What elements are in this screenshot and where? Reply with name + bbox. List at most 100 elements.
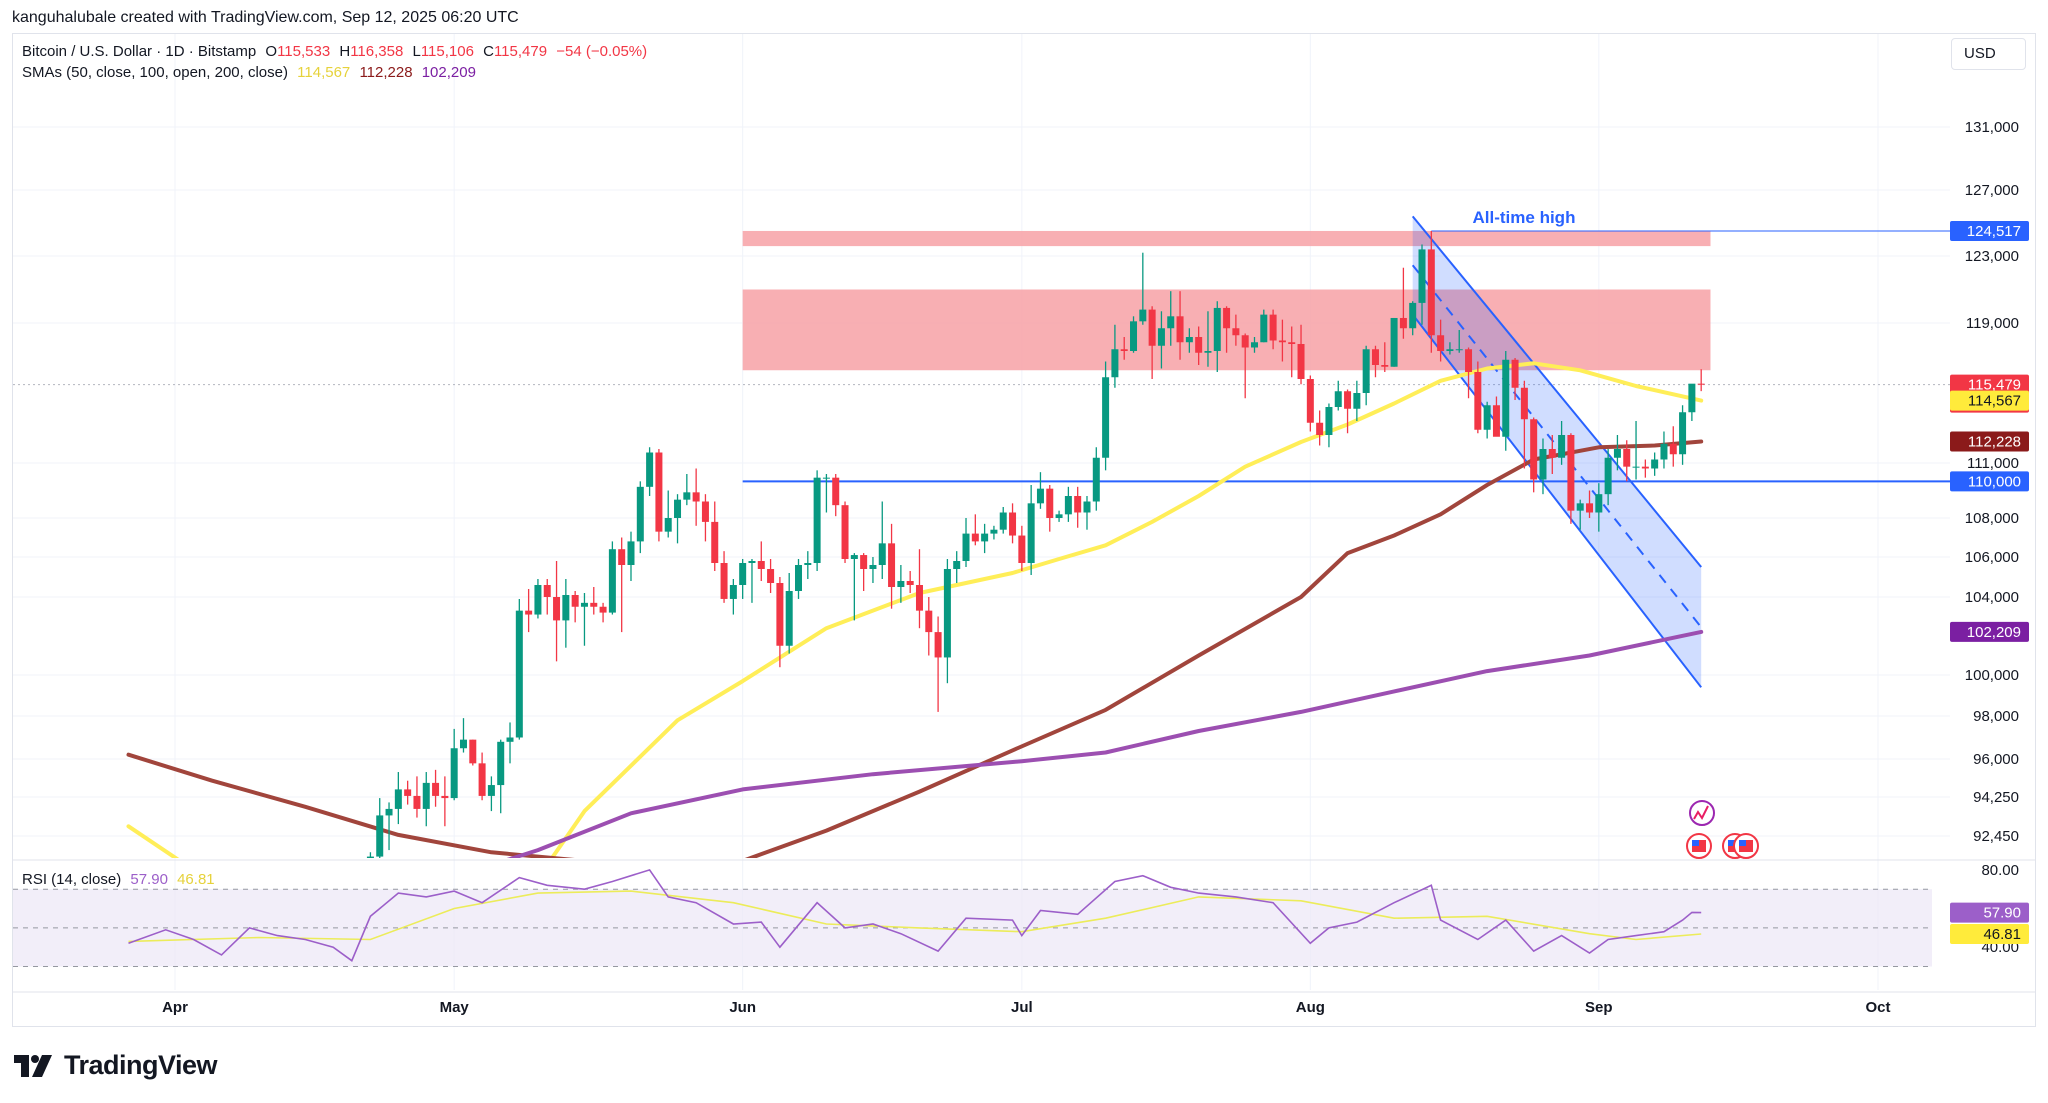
candle [525,589,533,633]
candle-body [962,533,970,561]
resistance-zone [742,230,1711,247]
candle [1548,435,1556,474]
price-label-text: 102,209 [1967,624,2021,641]
candle-body [795,565,803,591]
candle-body [1576,503,1584,511]
candle-body [1316,422,1324,435]
candle-body [478,763,486,796]
candle [1213,301,1221,372]
candle [1446,342,1454,355]
symbol-legend: Bitcoin / U.S. Dollar · 1D · Bitstamp O1… [22,43,652,60]
candle [785,573,793,654]
candle-body [850,555,858,559]
price-label: 124,517 [1950,220,2029,241]
candle [1130,316,1138,353]
candle [385,802,393,851]
candle-body [943,569,951,658]
chart-credit: kanguhalubale created with TradingView.c… [12,9,519,26]
candle-body [1520,387,1528,420]
candle [1651,452,1659,476]
candle-body [469,739,477,764]
candle-body [1046,488,1054,518]
candle [878,501,886,579]
candle-body [897,581,905,587]
sma50-line [126,361,1704,858]
candle [1641,459,1649,478]
candle-body [1111,349,1119,378]
currency-button[interactable]: USD [1951,38,2026,70]
candle-body [664,518,672,532]
sparkle-event-icon [1689,800,1715,826]
candle [1083,496,1091,530]
candle-body [1018,535,1026,563]
candle [1167,291,1175,346]
candle [608,541,616,615]
candle [1250,337,1258,353]
candle-body [1613,449,1621,458]
candle [422,772,430,827]
sma200-value: 102,209 [421,64,476,81]
candle [1278,319,1286,362]
rsi-tick-label: 80.00 [1981,862,2019,879]
candle [413,776,421,818]
candle-body [767,569,775,583]
candle [1437,319,1445,362]
rsi-value-label-text: 57.90 [1983,905,2021,922]
price-label-bg [1950,390,2029,411]
candle-body [385,808,393,816]
candle [441,776,449,827]
candle-body [1260,314,1268,343]
candle-body [1167,316,1175,329]
candle-body [506,737,514,742]
candle-body [646,452,654,487]
candle-body [1651,459,1659,469]
candle-body [1278,340,1286,343]
candle-body [1632,466,1640,468]
candle-body [1474,372,1482,430]
candle [627,531,635,581]
candle [1371,345,1379,378]
price-tick-label: 106,000 [1965,549,2019,566]
candle [1381,342,1389,372]
candle-body [878,543,886,565]
chart-frame [12,33,2036,1027]
candle-body [1530,419,1538,480]
candle-body [888,543,896,587]
candle-body [1139,309,1147,322]
candle-body [1399,317,1407,329]
candle [1688,383,1696,421]
candle [1362,345,1370,406]
candle [1623,440,1631,482]
candle [767,559,775,593]
candle [906,571,914,593]
candle [934,616,942,712]
candle-body [1334,391,1342,407]
candle-body [1176,316,1184,343]
time-tick-label: May [440,999,470,1016]
candle [999,507,1007,534]
rsi-value: 57.90 [130,871,168,888]
candle [692,468,700,526]
candle-body [953,561,961,569]
candle [1669,426,1677,467]
candle-body [636,486,644,542]
sma-legend: SMAs (50, close, 100, open, 200, close) … [22,64,481,81]
candle [683,474,691,506]
candle [1074,486,1082,528]
candle-body [674,499,682,518]
candle [1009,503,1017,544]
rsi-ma-line [128,890,1702,943]
candle [1195,326,1203,365]
rsi-line [128,868,1702,962]
candle-body [366,856,374,858]
candle-body [748,561,756,563]
rsi-value-label-text: 46.81 [1983,926,2021,943]
candle [1604,449,1612,506]
candle-body [925,610,933,633]
candle-body [915,585,923,611]
time-axis: Apr May Jun Jul Aug Sep Oct [162,999,1890,1016]
candle [1660,431,1668,469]
sparkle-event-glyph [1693,805,1709,820]
ohlc-open: O115,533 [265,43,331,60]
